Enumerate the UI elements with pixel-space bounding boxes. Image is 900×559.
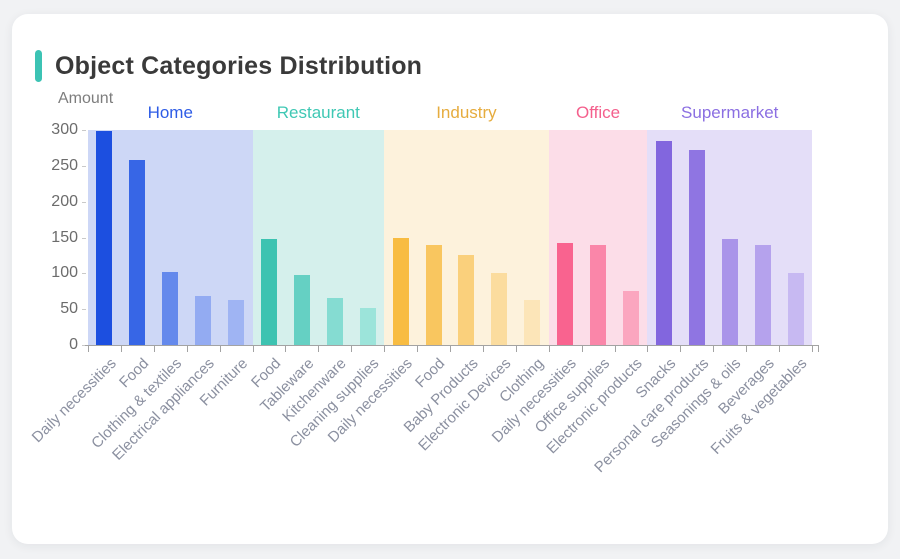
x-axis-tick: [647, 346, 649, 352]
title-accent-bar: [35, 50, 42, 82]
group-label-home: Home: [147, 103, 193, 122]
x-axis-tick: [285, 346, 287, 352]
x-axis-tick: [548, 346, 550, 352]
bar-fruits-vegetables[interactable]: [787, 272, 804, 345]
bar-electronic-products[interactable]: [623, 291, 639, 345]
bar-food[interactable]: [425, 245, 442, 345]
y-axis-tick: [82, 345, 86, 346]
x-axis-tick: [812, 346, 813, 352]
y-axis-tick: [82, 130, 86, 131]
x-axis-tick: [384, 346, 386, 352]
bar-seasonings-oils[interactable]: [721, 238, 738, 345]
y-tick-label: 300: [51, 121, 78, 138]
x-axis-tick: [482, 346, 484, 352]
y-tick-label: 250: [51, 156, 78, 174]
x-axis-tick: [818, 346, 819, 352]
page-title: Object Categories Distribution: [55, 51, 423, 80]
x-axis-tick: [417, 346, 419, 352]
y-axis-tick: [82, 309, 86, 311]
x-axis-line: [85, 345, 819, 346]
y-tick-label: 0: [69, 336, 78, 353]
x-axis-tick: [713, 346, 715, 352]
y-axis-tick: [82, 273, 86, 275]
bar-electronic-devices[interactable]: [491, 273, 508, 345]
bar-personal-care-products[interactable]: [688, 150, 705, 345]
bar-daily-necessities[interactable]: [557, 243, 574, 345]
bar-office-supplies[interactable]: [590, 245, 607, 345]
bar-food[interactable]: [261, 238, 277, 345]
bar-tableware[interactable]: [293, 275, 310, 345]
bar-cleaning-supplies[interactable]: [359, 308, 376, 345]
group-label-office: Office: [576, 103, 621, 122]
x-axis-tick: [515, 346, 517, 352]
chart: 0 50 100 150 200 250 300 Home Daily necessities F…: [12, 14, 888, 544]
bar-clothing-textiles[interactable]: [162, 271, 179, 345]
y-tick-label: 150: [51, 228, 78, 246]
bar-electrical-appliances[interactable]: [195, 296, 212, 345]
bar-food[interactable]: [129, 160, 146, 345]
group-label-supermarket: Supermarket: [681, 103, 779, 122]
group-label-industry: Industry: [436, 103, 497, 122]
y-tick-label: 50: [60, 300, 78, 318]
x-axis-tick: [252, 346, 254, 352]
bar-furniture[interactable]: [228, 299, 245, 345]
y-axis-tick: [82, 237, 86, 239]
x-axis-tick: [88, 346, 89, 352]
x-axis-tick: [219, 346, 221, 352]
group-label-restaurant: Restaurant: [276, 103, 360, 122]
x-axis-tick: [120, 346, 122, 352]
x-axis-tick: [153, 346, 155, 352]
bar-daily-necessities[interactable]: [392, 237, 409, 345]
x-axis-tick: [614, 346, 616, 352]
bar-snacks[interactable]: [655, 140, 672, 345]
bar-kitchenware[interactable]: [326, 298, 343, 345]
x-axis-tick: [581, 346, 583, 352]
y-tick-label: 100: [51, 264, 78, 282]
card-header: Object Categories Distribution: [35, 50, 422, 82]
bar-clothing[interactable]: [524, 299, 541, 345]
x-axis-tick: [186, 346, 188, 352]
y-axis-title: Amount: [58, 90, 114, 107]
x-axis-tick: [450, 346, 451, 352]
bar-daily-necessities[interactable]: [96, 131, 113, 345]
y-tick-label: 200: [51, 192, 78, 210]
bar-baby-products[interactable]: [458, 254, 475, 345]
x-axis-tick: [351, 346, 353, 352]
x-axis-tick: [318, 346, 320, 352]
chart-card: Object Categories Distribution Amount 0 5…: [12, 14, 888, 544]
x-axis-tick: [680, 346, 682, 352]
x-axis-tick: [779, 346, 781, 352]
x-axis-tick: [746, 346, 748, 352]
y-axis-tick: [82, 165, 86, 167]
bar-beverages[interactable]: [754, 244, 771, 345]
y-axis-tick: [82, 201, 86, 203]
